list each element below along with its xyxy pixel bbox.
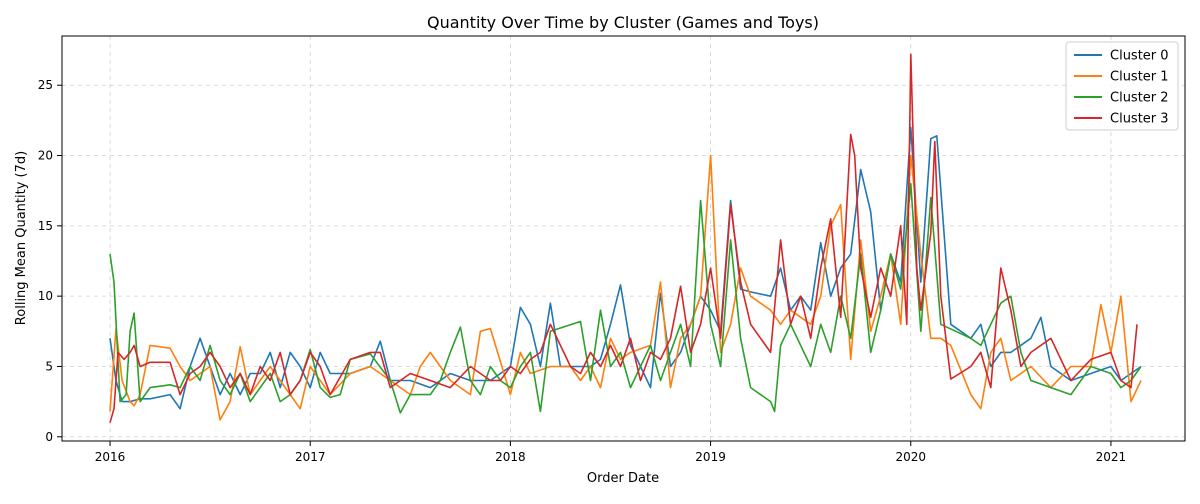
x-tick-label: 2017 [295,450,326,464]
y-tick-label: 15 [38,219,53,233]
grid-lines [62,36,1185,441]
x-axis-ticks: 2016 2017 2018 2019 2020 2021 [95,441,1126,464]
x-tick-label: 2018 [495,450,526,464]
x-tick-label: 2019 [695,450,726,464]
chart-title: Quantity Over Time by Cluster (Games and… [427,13,819,32]
legend-box [1065,41,1179,131]
x-tick-label: 2020 [895,450,926,464]
y-tick-label: 0 [45,430,53,444]
y-tick-label: 25 [38,78,53,92]
x-tick-label: 2021 [1096,450,1127,464]
legend-label-cluster-3: Cluster 3 [1110,112,1169,127]
series-line-cluster-3 [109,53,1138,423]
legend: Cluster 0 Cluster 1 Cluster 2 Cluster 3 [1065,41,1179,131]
y-tick-label: 5 [45,359,53,373]
legend-label-cluster-1: Cluster 1 [1110,70,1169,85]
x-tick-label: 2016 [95,450,126,464]
y-axis-title: Rolling Mean Quantity (7d) [14,151,29,325]
series-line-cluster-2 [109,182,1142,414]
series-lines [109,53,1142,423]
x-axis-title: Order Date [587,471,659,486]
y-axis-ticks: 0 5 10 15 20 25 [38,78,62,444]
y-tick-label: 10 [38,289,53,303]
legend-label-cluster-0: Cluster 0 [1110,49,1169,64]
series-line-cluster-1 [109,154,1142,421]
legend-label-cluster-2: Cluster 2 [1110,91,1169,106]
y-tick-label: 20 [38,149,53,163]
plot-frame [61,35,1186,442]
